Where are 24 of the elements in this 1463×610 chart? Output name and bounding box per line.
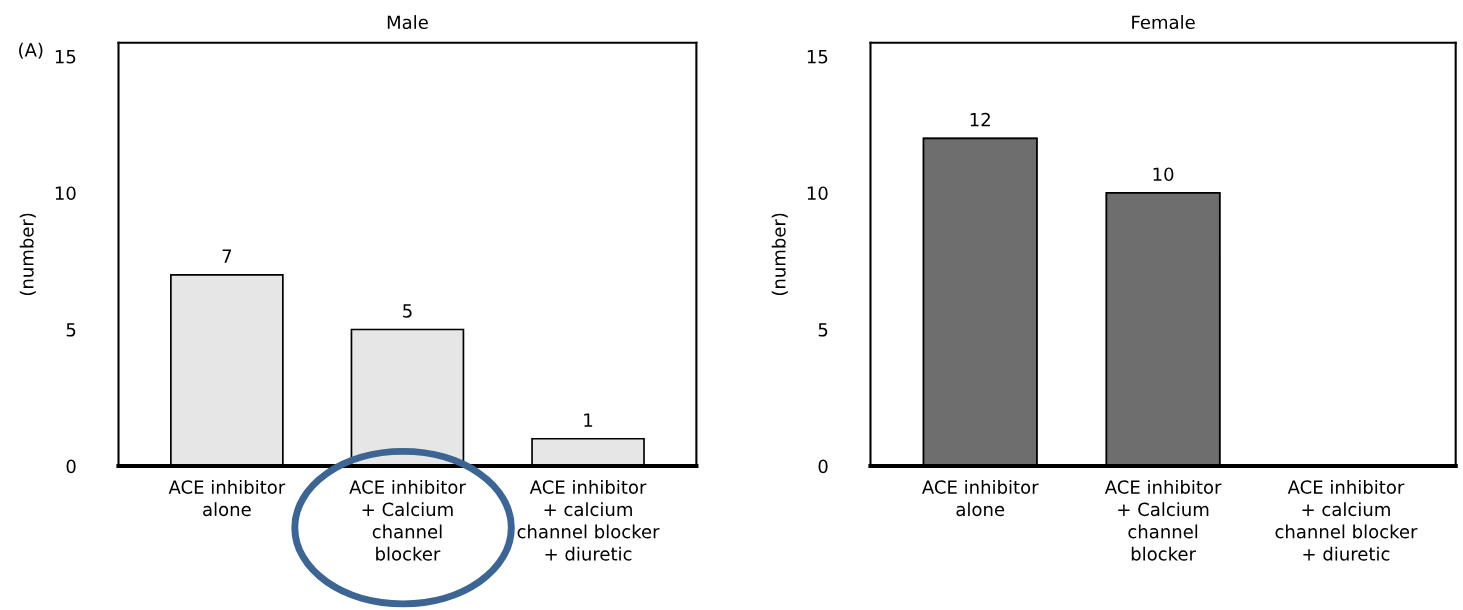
data-label: 7 [222,249,232,263]
x-tick-label: ACE inhibitor + calcium channel blocker + diuretic [517,479,660,561]
data-label: 12 [970,112,990,127]
x-tick-label: ACE inhibitor alone [921,479,1039,517]
y-tick-label: 5 [66,323,76,337]
x-tick-label: ACE inhibitor + Calcium channel blocker [1104,479,1222,561]
y-tick-label: 5 [818,323,828,337]
y-tick-label: 15 [807,50,828,64]
data-label: 1 [584,413,593,427]
x-tick-label: ACE inhibitor alone [168,479,286,517]
text: (A) [19,42,43,59]
y-axis-title: (number) [771,213,788,296]
x-tick-label: ACE inhibitor + Calcium channel blocker [349,479,466,561]
y-tick-label: 10 [55,186,76,201]
chart-title: Male [387,15,428,30]
y-tick-label: 0 [818,459,828,474]
y-tick-label: 0 [66,459,76,474]
y-tick-label: 15 [55,50,76,64]
y-tick-label: 10 [807,186,828,201]
data-label: 10 [1153,167,1174,182]
chart-title: Female [1132,15,1195,30]
data-label: 5 [403,304,412,318]
x-tick-label: ACE inhibitor + calcium channel blocker + diuretic [1275,479,1418,561]
y-axis-title: (number) [19,213,36,296]
